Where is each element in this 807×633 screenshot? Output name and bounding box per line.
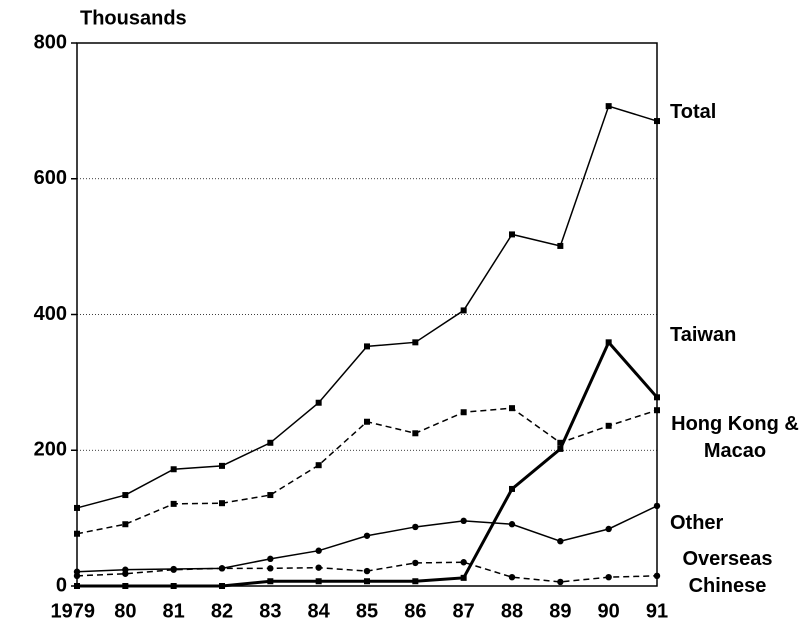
marker bbox=[460, 517, 467, 525]
marker bbox=[412, 430, 419, 437]
x-tick-label: 82 bbox=[211, 600, 233, 622]
marker bbox=[557, 439, 564, 446]
x-tick-label: 86 bbox=[404, 600, 426, 622]
y-tick-label: 400 bbox=[34, 303, 67, 325]
series-line bbox=[77, 339, 659, 588]
x-tick-label: 80 bbox=[114, 600, 136, 622]
marker bbox=[364, 578, 370, 585]
marker bbox=[605, 573, 612, 581]
marker bbox=[460, 409, 467, 416]
marker bbox=[170, 466, 177, 473]
marker bbox=[219, 583, 225, 589]
marker bbox=[315, 547, 322, 554]
marker bbox=[219, 500, 225, 507]
marker bbox=[364, 343, 370, 350]
series-label: Other bbox=[670, 512, 724, 534]
marker bbox=[73, 572, 81, 580]
marker bbox=[122, 570, 129, 577]
marker bbox=[460, 574, 467, 581]
marker bbox=[653, 502, 661, 510]
y-tick-label: 0 bbox=[56, 574, 67, 596]
marker bbox=[170, 583, 177, 589]
marker bbox=[170, 500, 177, 507]
marker bbox=[315, 564, 322, 571]
marker bbox=[557, 445, 564, 452]
marker bbox=[412, 339, 419, 346]
series-label: Hong Kong & Macao bbox=[671, 413, 799, 462]
marker bbox=[605, 525, 612, 533]
marker bbox=[267, 492, 274, 499]
marker bbox=[315, 578, 322, 585]
marker bbox=[363, 567, 371, 575]
y-axis-label: Thousands bbox=[80, 7, 187, 29]
x-tick-label: 88 bbox=[501, 600, 523, 622]
marker bbox=[315, 399, 322, 406]
y-tick-label: 200 bbox=[34, 439, 67, 461]
marker bbox=[557, 242, 564, 249]
marker bbox=[170, 566, 177, 573]
marker bbox=[364, 418, 370, 425]
marker bbox=[74, 504, 80, 511]
marker bbox=[460, 307, 467, 314]
marker bbox=[219, 462, 225, 469]
series-label: Total bbox=[670, 101, 717, 123]
marker bbox=[654, 407, 660, 414]
x-tick-label: 81 bbox=[163, 600, 185, 622]
marker bbox=[74, 530, 80, 537]
x-tick-label: 87 bbox=[453, 600, 475, 622]
marker bbox=[267, 439, 274, 446]
x-tick-label: 91 bbox=[646, 600, 668, 622]
marker bbox=[218, 565, 226, 572]
marker bbox=[654, 394, 660, 401]
series-label: Overseas Chinese bbox=[682, 548, 773, 597]
y-tick-label: 600 bbox=[34, 167, 67, 189]
marker bbox=[605, 339, 612, 346]
y-tick-label: 800 bbox=[34, 31, 67, 53]
marker bbox=[509, 485, 515, 492]
marker bbox=[509, 231, 515, 238]
marker bbox=[557, 538, 564, 545]
marker bbox=[412, 523, 419, 531]
marker bbox=[653, 572, 661, 580]
marker bbox=[654, 118, 660, 125]
marker bbox=[267, 555, 274, 563]
x-tick-label: 83 bbox=[259, 600, 281, 622]
marker bbox=[122, 521, 129, 528]
series-label: Taiwan bbox=[670, 324, 737, 346]
x-tick-label: 90 bbox=[598, 600, 620, 622]
marker bbox=[122, 492, 129, 499]
marker bbox=[605, 422, 612, 429]
marker bbox=[605, 103, 612, 110]
series-line bbox=[76, 105, 658, 509]
marker bbox=[412, 578, 419, 585]
x-tick-label: 85 bbox=[356, 600, 378, 622]
marker bbox=[509, 405, 515, 412]
marker bbox=[508, 521, 516, 528]
marker bbox=[412, 559, 419, 567]
marker bbox=[315, 462, 322, 469]
x-tick-label: 1979 bbox=[51, 600, 96, 622]
marker bbox=[363, 532, 371, 539]
x-tick-label: 89 bbox=[549, 600, 571, 622]
marker bbox=[460, 559, 467, 566]
x-tick-label: 84 bbox=[308, 600, 331, 622]
marker bbox=[74, 583, 80, 589]
marker bbox=[267, 565, 274, 572]
marker bbox=[122, 583, 129, 589]
marker bbox=[508, 573, 516, 581]
marker bbox=[267, 578, 274, 585]
marker bbox=[557, 578, 564, 586]
